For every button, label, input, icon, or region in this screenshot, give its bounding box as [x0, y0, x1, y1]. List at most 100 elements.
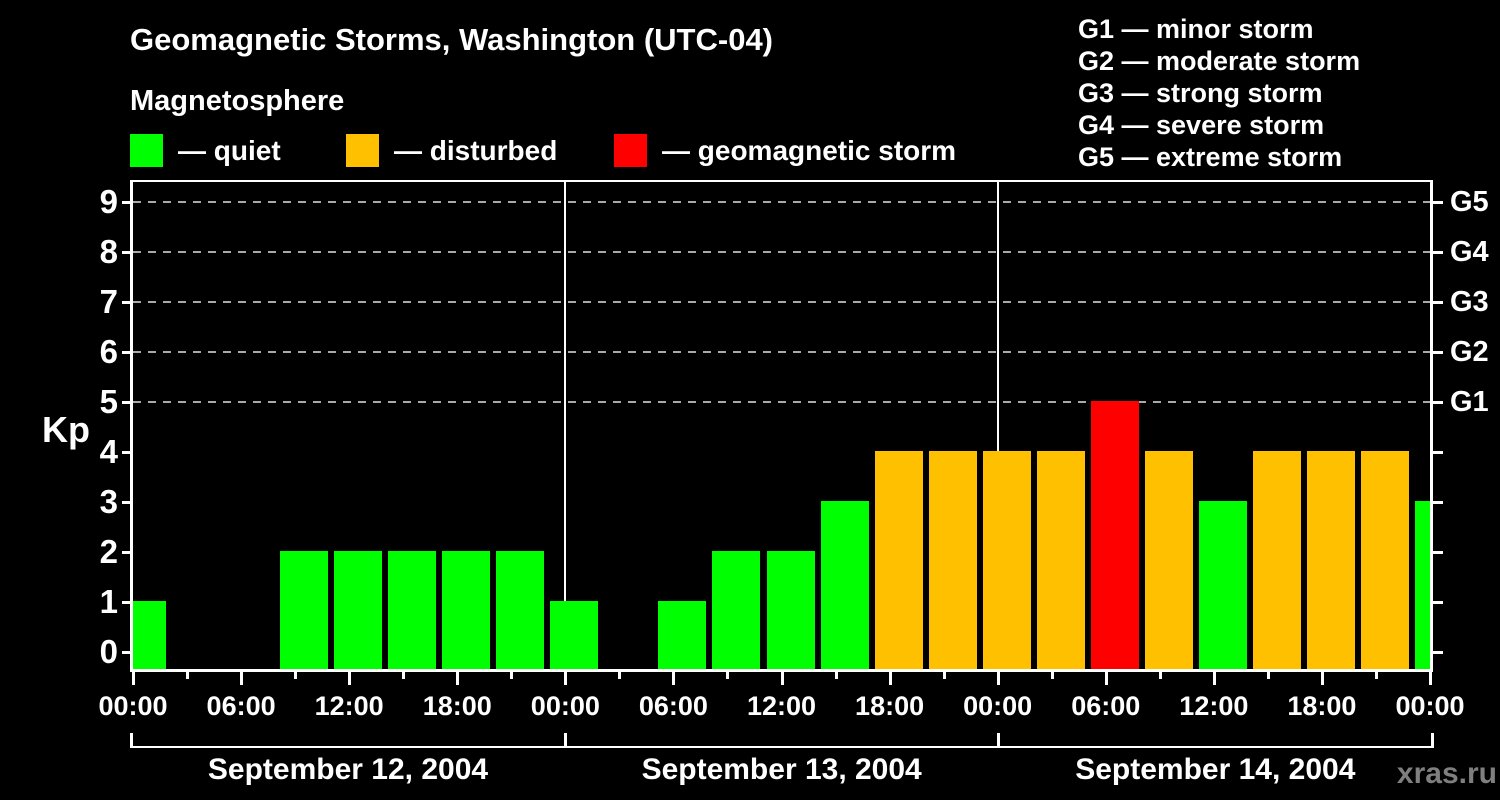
- day-separator-line: [996, 182, 999, 669]
- kp-bar: [388, 551, 437, 669]
- time-label: 12:00: [314, 691, 384, 721]
- y-axis-tick-left: [122, 351, 130, 354]
- y-axis-tick-left: [122, 601, 130, 604]
- time-label: 12:00: [746, 691, 817, 721]
- g-scale-legend-line: G4 — severe storm: [1078, 110, 1325, 140]
- y-axis-tick-right: [1433, 451, 1443, 454]
- x-axis-tick: [1374, 672, 1378, 679]
- kp-bar: [928, 451, 977, 669]
- y-axis-tick-right: [1433, 401, 1443, 404]
- g-level-label-G2: G2: [1450, 336, 1489, 368]
- date-axis-tick: [997, 733, 1001, 748]
- y-axis-tick-right: [1433, 351, 1443, 354]
- date-axis-tick: [563, 733, 567, 748]
- y-axis-label-0: 0: [99, 633, 118, 670]
- kp-bar: [496, 551, 545, 669]
- legend-swatch-quiet: [130, 134, 163, 167]
- chart-subtitle: Magnetosphere: [130, 85, 345, 117]
- kp-gridline-5: [133, 401, 1430, 403]
- g-scale-legend-line: G1 — minor storm: [1078, 14, 1314, 44]
- y-axis-tick-left: [122, 501, 130, 504]
- date-label: September 13, 2004: [641, 753, 922, 786]
- g-scale-legend-line: G2 — moderate storm: [1078, 46, 1361, 76]
- kp-gridline-7: [133, 301, 1430, 303]
- x-axis-tick: [294, 672, 298, 679]
- x-axis-tick: [186, 672, 190, 679]
- legend-label-geomagnetic-storm: — geomagnetic storm: [662, 135, 957, 166]
- kp-bar: [1415, 501, 1430, 669]
- legend-swatch-geomagnetic-storm: [614, 134, 647, 167]
- kp-bar: [1252, 451, 1301, 669]
- y-axis-label-5: 5: [99, 383, 118, 420]
- y-axis-tick-left: [122, 551, 130, 554]
- kp-bar: [550, 601, 599, 669]
- time-label: 06:00: [1071, 691, 1141, 721]
- x-axis-tick: [942, 672, 946, 679]
- watermark: xras.ru: [1396, 757, 1497, 790]
- y-axis-label-7: 7: [99, 283, 118, 320]
- kp-bar: [1360, 451, 1409, 669]
- kp-bar: [712, 551, 761, 669]
- kp-gridline-6: [133, 351, 1430, 353]
- kp-gridline-9: [133, 201, 1430, 203]
- legend-label-disturbed: — disturbed: [394, 135, 558, 166]
- time-label: 18:00: [422, 691, 492, 721]
- x-axis-tick: [996, 672, 1000, 685]
- plot-area: [130, 180, 1433, 672]
- x-axis-tick: [564, 672, 568, 685]
- y-axis-tick-left: [122, 401, 130, 404]
- time-label: 18:00: [855, 691, 925, 721]
- day-separator-line: [564, 182, 567, 669]
- x-axis-tick: [402, 672, 406, 679]
- y-axis-tick-left: [122, 201, 130, 204]
- page-title: Geomagnetic Storms, Washington (UTC-04): [130, 22, 774, 57]
- date-label: September 14, 2004: [1075, 753, 1356, 786]
- y-axis-label-4: 4: [99, 433, 118, 470]
- y-axis-tick-left: [122, 251, 130, 254]
- legend-swatch-disturbed: [346, 134, 379, 167]
- y-axis-tick-right: [1433, 301, 1443, 304]
- g-level-label-G5: G5: [1450, 186, 1489, 218]
- date-label: September 12, 2004: [207, 753, 489, 786]
- kp-gridline-8: [133, 251, 1430, 253]
- y-axis-tick-left: [122, 451, 130, 454]
- kp-bar: [1306, 451, 1355, 669]
- kp-bar: [658, 601, 707, 669]
- x-axis-tick: [348, 672, 352, 685]
- legend-item-quiet: — quiet: [130, 134, 281, 167]
- kp-bar: [280, 551, 329, 669]
- kp-bar: [874, 451, 923, 669]
- time-label: 00:00: [963, 691, 1033, 721]
- y-axis-tick-left: [122, 651, 130, 654]
- g-level-label-G3: G3: [1450, 286, 1489, 318]
- x-axis-tick: [726, 672, 730, 679]
- x-axis-tick: [1158, 672, 1162, 679]
- y-axis-label-9: 9: [99, 183, 118, 220]
- y-axis-label-1: 1: [99, 583, 118, 620]
- y-axis-title: Kp: [42, 409, 90, 450]
- legend-item-geomagnetic-storm: — geomagnetic storm: [614, 134, 956, 167]
- x-axis-tick: [510, 672, 514, 679]
- g-scale-legend: G1 — minor storm G2 — moderate storm G3 — …: [1078, 13, 1360, 173]
- g-level-label-G4: G4: [1450, 236, 1489, 268]
- time-label: 18:00: [1287, 691, 1357, 721]
- g-level-label-G1: G1: [1450, 386, 1489, 418]
- y-axis-tick-right: [1433, 551, 1443, 554]
- time-label: 06:00: [638, 691, 708, 721]
- kp-bar: [766, 551, 815, 669]
- x-axis-tick: [240, 672, 244, 685]
- x-axis-tick: [1104, 672, 1108, 685]
- x-axis-tick: [618, 672, 622, 679]
- kp-bar: [1036, 451, 1085, 669]
- y-axis-tick-right: [1433, 251, 1443, 254]
- x-axis-tick: [1050, 672, 1054, 679]
- y-axis-label-3: 3: [99, 483, 118, 520]
- time-label: 06:00: [206, 691, 276, 721]
- time-label: 00:00: [98, 691, 168, 721]
- x-axis-tick: [132, 672, 135, 685]
- y-axis-tick-right: [1433, 201, 1443, 204]
- time-label: 12:00: [1179, 691, 1249, 721]
- kp-bar: [820, 501, 869, 669]
- x-axis-tick: [456, 672, 460, 685]
